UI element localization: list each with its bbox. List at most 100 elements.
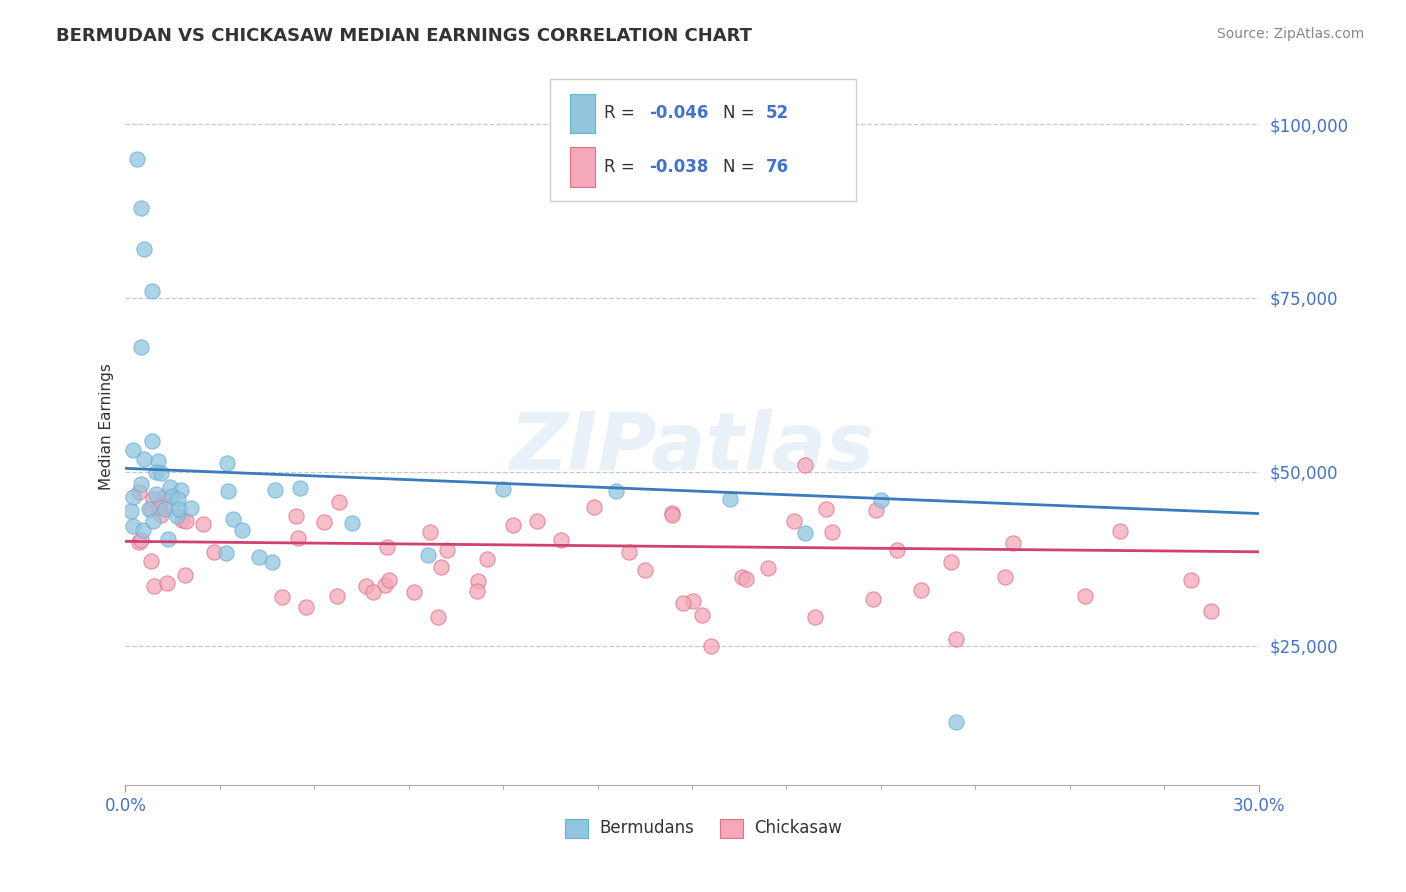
Point <box>820 524 842 539</box>
Point <box>939 555 962 569</box>
Point <box>363 585 385 599</box>
Point <box>142 579 165 593</box>
Point <box>129 533 152 548</box>
Point <box>120 504 142 518</box>
Point <box>682 594 704 608</box>
Point <box>814 502 837 516</box>
Point <box>661 508 683 522</box>
Point <box>731 570 754 584</box>
Point <box>718 492 741 507</box>
Point <box>146 454 169 468</box>
Point <box>141 501 163 516</box>
Point <box>128 485 150 500</box>
Point <box>125 152 148 166</box>
Text: Bermudans: Bermudans <box>599 820 695 838</box>
Point <box>375 540 398 554</box>
Point <box>260 555 283 569</box>
Point <box>377 574 399 588</box>
Point <box>328 495 350 509</box>
Point <box>221 512 243 526</box>
Text: BERMUDAN VS CHICKASAW MEDIAN EARNINGS CORRELATION CHART: BERMUDAN VS CHICKASAW MEDIAN EARNINGS CO… <box>56 27 752 45</box>
Point <box>169 502 191 516</box>
Point <box>870 493 893 508</box>
Point <box>132 523 155 537</box>
Point <box>287 531 309 545</box>
Point <box>794 526 817 541</box>
Point <box>436 543 458 558</box>
Point <box>1108 524 1130 538</box>
Text: 76: 76 <box>766 158 789 176</box>
Point <box>139 554 162 568</box>
Text: R =: R = <box>603 104 640 122</box>
Point <box>166 508 188 523</box>
Point <box>215 456 238 470</box>
Point <box>467 574 489 588</box>
Point <box>191 516 214 531</box>
Point <box>700 639 723 653</box>
Point <box>756 561 779 575</box>
Point <box>374 578 396 592</box>
Point <box>170 483 193 497</box>
Point <box>142 514 165 528</box>
Point <box>492 482 515 496</box>
Point <box>945 632 967 646</box>
Point <box>134 452 156 467</box>
Point <box>886 543 908 558</box>
Text: Source: ZipAtlas.com: Source: ZipAtlas.com <box>1216 27 1364 41</box>
Point <box>419 524 441 539</box>
Point <box>217 483 239 498</box>
Point <box>634 563 657 577</box>
Point <box>1180 574 1202 588</box>
Point <box>502 518 524 533</box>
Point <box>172 513 194 527</box>
Point <box>416 548 439 562</box>
FancyBboxPatch shape <box>569 147 595 186</box>
Point <box>427 609 450 624</box>
Point <box>150 466 173 480</box>
Point <box>1074 589 1097 603</box>
Text: Chickasaw: Chickasaw <box>754 820 842 838</box>
Point <box>526 515 548 529</box>
Point <box>145 487 167 501</box>
Point <box>264 483 287 497</box>
Point <box>994 570 1017 584</box>
Point <box>153 501 176 516</box>
Point <box>910 583 932 598</box>
Point <box>1001 536 1024 550</box>
Point <box>156 575 179 590</box>
Point <box>129 201 152 215</box>
Point <box>160 489 183 503</box>
Point <box>672 596 695 610</box>
Point <box>340 516 363 530</box>
FancyBboxPatch shape <box>550 79 856 201</box>
Point <box>865 503 887 517</box>
Point <box>285 508 308 523</box>
Point <box>202 544 225 558</box>
Point <box>782 514 804 528</box>
Point <box>152 491 174 505</box>
Point <box>1201 604 1223 618</box>
Point <box>231 523 253 537</box>
Point <box>550 533 572 548</box>
Point <box>692 608 714 623</box>
Point <box>582 500 605 515</box>
Point <box>176 514 198 528</box>
Text: -0.046: -0.046 <box>650 104 709 122</box>
Point <box>354 579 377 593</box>
Text: N =: N = <box>723 104 759 122</box>
Point <box>404 585 426 599</box>
Point <box>173 567 195 582</box>
Point <box>150 508 173 523</box>
Point <box>148 500 170 514</box>
Point <box>605 483 627 498</box>
Text: -0.038: -0.038 <box>650 158 709 176</box>
Point <box>179 500 201 515</box>
Point <box>129 476 152 491</box>
Point <box>214 546 236 560</box>
Point <box>661 506 683 520</box>
Point <box>247 549 270 564</box>
Point <box>156 532 179 546</box>
Point <box>945 715 967 730</box>
Point <box>735 572 758 586</box>
Point <box>138 502 160 516</box>
